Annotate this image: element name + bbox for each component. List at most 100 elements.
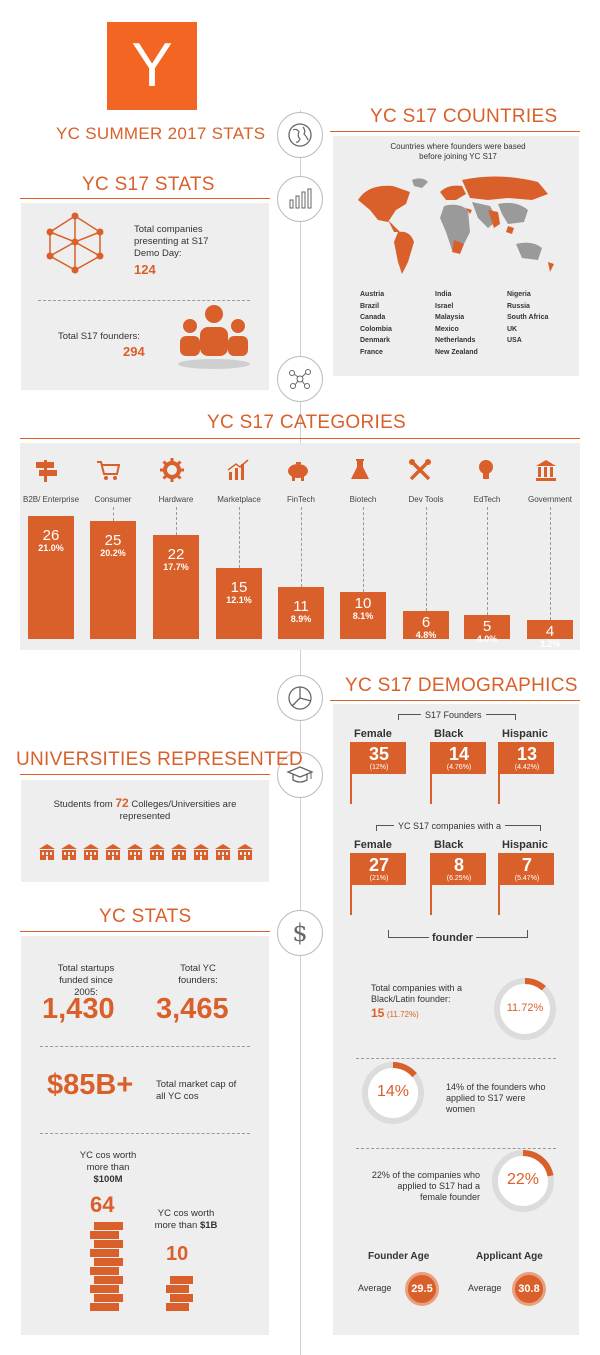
founder-word: founder <box>429 932 476 944</box>
yc-stats-heading: YC STATS <box>99 906 192 927</box>
category-bar: 10 8.1% <box>340 592 386 639</box>
network-icon <box>277 356 323 402</box>
piggy-bank-icon <box>286 458 310 487</box>
lightbulb-icon <box>474 458 498 487</box>
category-bar: 15 12.1% <box>216 568 262 639</box>
brick <box>90 1303 120 1311</box>
country-name: Denmark <box>360 337 390 344</box>
category-percent: 17.7% <box>163 562 189 572</box>
stat2-ring-graphic <box>362 1062 424 1124</box>
demographic-pct: (4.42%) <box>514 764 540 771</box>
cube-network-icon <box>46 212 104 274</box>
universities-text-post: Colleges/Universities are represented <box>119 799 237 822</box>
brick-stack-tall <box>90 1222 124 1312</box>
flag-pole <box>498 853 500 915</box>
yc-logo: Y <box>107 22 197 110</box>
universities-text: Students from 72 Colleges/Universities a… <box>40 797 250 823</box>
university-building-icon <box>148 843 166 866</box>
cos100-value: 64 <box>90 1192 115 1217</box>
stat1-text: Total companies with a Black/Latin found… <box>371 983 463 1004</box>
s17-stats-rule <box>20 198 270 199</box>
flag-pole <box>498 742 500 804</box>
countries-col-1: Austria Brazil Canada Colombia Denmark F… <box>360 289 392 358</box>
university-buildings <box>38 843 258 863</box>
founder-age-label: Founder Age <box>368 1251 430 1262</box>
category-bar: 26 21.0% <box>28 516 74 639</box>
demographic-pct: (12%) <box>369 764 389 771</box>
demographic-label: Hispanic <box>502 839 548 851</box>
countries-rule <box>330 131 580 132</box>
category-value: 11 <box>293 598 309 615</box>
country-name: India <box>435 291 452 298</box>
country-name: Netherlands <box>435 337 476 344</box>
people-group-icon <box>178 305 250 369</box>
category-percent: 4.8% <box>415 630 437 640</box>
category-label: FinTech <box>286 495 315 504</box>
companies-caption: YC S17 companies with a <box>394 820 506 832</box>
category-value: 25 <box>104 532 122 549</box>
startups-value: 1,430 <box>42 993 115 1025</box>
demographic-label: Hispanic <box>502 728 548 740</box>
university-building-icon <box>192 843 210 866</box>
companies-label: Total companies presenting at S17 Demo D… <box>134 224 209 259</box>
demographic-flag: 27 (21%) <box>352 853 406 885</box>
university-building-icon <box>236 843 254 866</box>
category-value: 22 <box>167 546 185 563</box>
category-chart: B2B/ Enterprise 26 21.0% Consumer 25 20.2% Har… <box>0 0 600 660</box>
category-leader <box>550 507 551 620</box>
pie-chart-icon <box>277 675 323 721</box>
category-leader <box>301 507 302 587</box>
universities-rule <box>20 774 270 775</box>
founder-average-word: Average <box>358 1283 392 1293</box>
category-leader <box>239 507 240 568</box>
yc-founders-label: Total YC founders: <box>178 963 218 986</box>
demographic-flag: 8 (6.25%) <box>432 853 486 885</box>
category-leader <box>363 507 364 592</box>
category-bar: 5 4.0% <box>464 615 510 644</box>
cos100-label: YC cos worth more than $100M <box>68 1150 148 1186</box>
demographic-pct: (4.76%) <box>446 764 472 771</box>
category-value: 6 <box>421 614 431 631</box>
flag-pole <box>350 853 352 915</box>
demographic-flag: 7 (5.47%) <box>500 853 554 885</box>
categories-heading: YC S17 CATEGORIES <box>207 412 407 433</box>
brick <box>94 1294 124 1302</box>
demographic-value: 35 <box>368 744 390 764</box>
country-name: Israel <box>435 302 454 310</box>
university-building-icon <box>104 843 122 866</box>
category-label: Marketplace <box>217 495 261 504</box>
stat2-ring: 14% <box>360 1060 426 1126</box>
stat1-value: 15 <box>371 1006 385 1020</box>
country-name: South Africa <box>507 314 549 321</box>
category-value: 4 <box>545 623 555 640</box>
demographic-pct: (21%) <box>369 875 389 882</box>
brick <box>90 1285 120 1293</box>
countries-col-3: Nigeria Russia South Africa UK USA <box>507 289 548 347</box>
demo-divider-1 <box>356 1058 556 1059</box>
category-percent: 4.0% <box>476 634 498 644</box>
university-building-icon <box>126 843 144 866</box>
yc-founders-value: 3,465 <box>156 993 229 1025</box>
demographic-label: Black <box>434 839 464 851</box>
globe-icon <box>277 112 323 158</box>
startups-label: Total startups funded since 2005: <box>57 963 115 998</box>
signpost-icon <box>34 458 58 487</box>
brick <box>94 1258 124 1266</box>
brick <box>170 1276 194 1284</box>
category-value: 10 <box>354 595 372 612</box>
category-percent: 8.9% <box>290 614 312 624</box>
cart-icon <box>96 458 121 487</box>
graduation-cap-icon <box>277 752 323 798</box>
category-label: Hardware <box>158 495 194 504</box>
cos100-label-text: YC cos worth more than <box>79 1150 137 1173</box>
category-percent: 20.2% <box>100 548 126 558</box>
category-percent: 21.0% <box>38 543 64 553</box>
countries-caption: Countries where founders were based befo… <box>390 142 526 161</box>
country-name: Canada <box>360 314 386 321</box>
market-cap-label: Total market cap of all YC cos <box>156 1079 237 1102</box>
stat1-ring: 11.72% <box>492 976 558 1042</box>
universities-heading: UNIVERSITIES REPRESENTED <box>16 749 303 770</box>
demographic-value: 13 <box>516 744 538 764</box>
stat3-text: 22% of the companies who applied to S17 … <box>371 1170 480 1202</box>
cos1b-label: YC cos worth more than $1B <box>146 1208 226 1232</box>
